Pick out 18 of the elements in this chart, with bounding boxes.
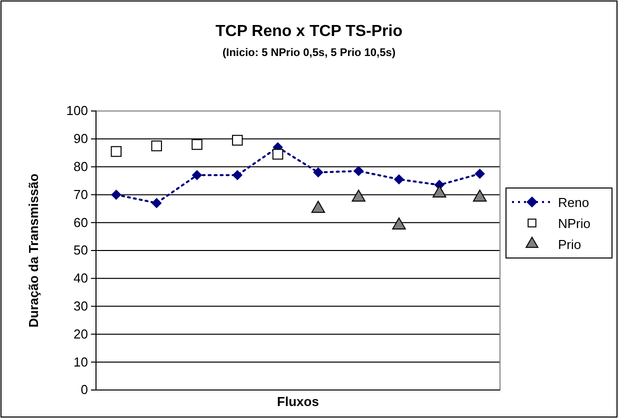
chart-title: TCP Reno x TCP TS-Prio bbox=[216, 23, 403, 40]
y-tick-label: 60 bbox=[74, 214, 88, 230]
y-tick-label: 30 bbox=[74, 298, 88, 314]
legend-label: Reno bbox=[558, 195, 590, 210]
y-tick-label: 40 bbox=[74, 270, 88, 286]
y-axis-title: Duração da Transmissão bbox=[26, 173, 41, 328]
y-tick-label: 10 bbox=[74, 354, 88, 370]
y-tick-label: 90 bbox=[74, 131, 88, 146]
x-axis-title: Fluxos bbox=[277, 394, 319, 409]
y-tick-label: 70 bbox=[74, 186, 88, 202]
legend-label: Prio bbox=[558, 237, 582, 252]
y-tick-label: 0 bbox=[80, 382, 88, 398]
y-tick-label: 50 bbox=[74, 242, 88, 258]
legend-label: NPrio bbox=[558, 216, 591, 231]
chart-subtitle: (Inicio: 5 NPrio 0,5s, 5 Prio 10,5s) bbox=[222, 47, 396, 59]
y-tick-label: 100 bbox=[66, 103, 88, 118]
y-tick-label: 80 bbox=[74, 158, 88, 174]
y-tick-label: 20 bbox=[74, 326, 88, 342]
